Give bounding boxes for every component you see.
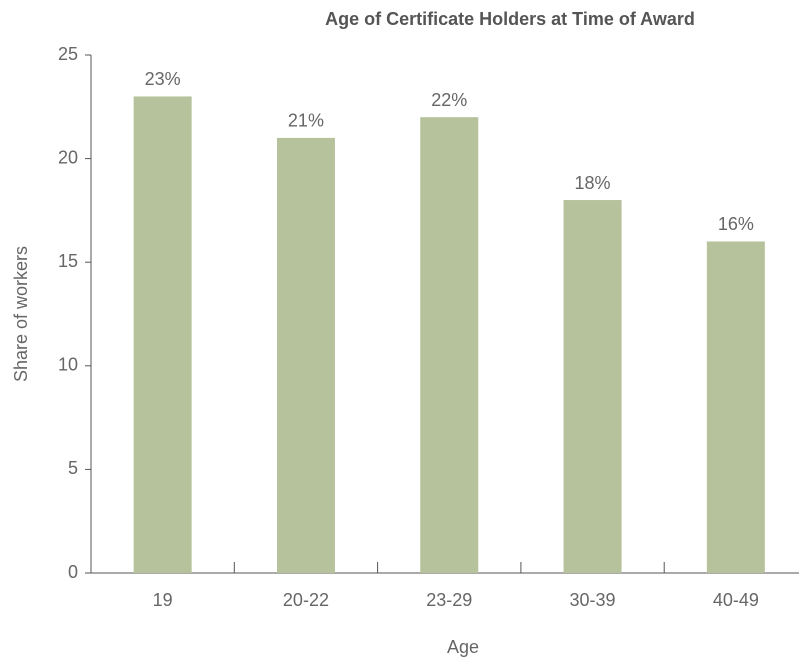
value-label: 16% bbox=[718, 214, 754, 234]
x-tick-label: 30-39 bbox=[570, 590, 616, 610]
y-tick-label: 10 bbox=[58, 355, 78, 375]
value-label: 23% bbox=[145, 69, 181, 89]
value-label: 21% bbox=[288, 111, 324, 131]
bar bbox=[563, 200, 622, 574]
chart-title: Age of Certificate Holders at Time of Aw… bbox=[325, 9, 695, 29]
y-axis-label: Share of workers bbox=[11, 246, 31, 382]
bar bbox=[420, 117, 479, 573]
value-label: 22% bbox=[431, 90, 467, 110]
bar bbox=[276, 137, 335, 573]
bar bbox=[133, 96, 192, 573]
y-tick-label: 25 bbox=[58, 44, 78, 64]
y-tick-label: 20 bbox=[58, 147, 78, 167]
value-label: 18% bbox=[575, 173, 611, 193]
y-tick-label: 0 bbox=[68, 562, 78, 582]
x-axis-label: Age bbox=[447, 637, 479, 657]
y-tick-label: 5 bbox=[68, 458, 78, 478]
y-tick-label: 15 bbox=[58, 251, 78, 271]
x-tick-label: 20-22 bbox=[283, 590, 329, 610]
x-tick-label: 23-29 bbox=[426, 590, 472, 610]
x-tick-label: 19 bbox=[153, 590, 173, 610]
bar bbox=[706, 241, 765, 574]
x-tick-label: 40-49 bbox=[713, 590, 759, 610]
